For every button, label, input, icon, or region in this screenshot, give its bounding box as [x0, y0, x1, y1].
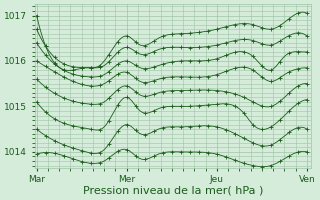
X-axis label: Pression niveau de la mer( hPa ): Pression niveau de la mer( hPa ) [83, 186, 263, 196]
